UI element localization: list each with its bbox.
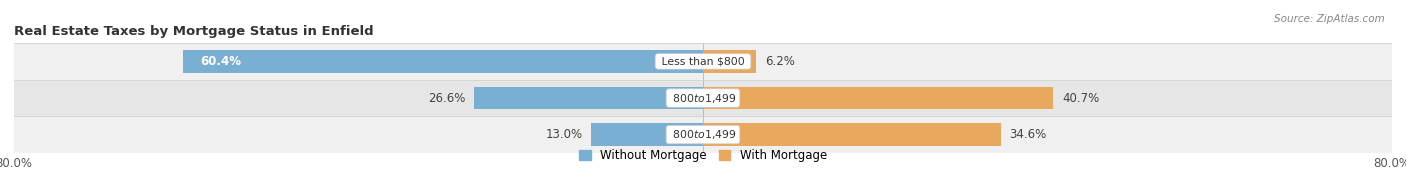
Legend: Without Mortgage, With Mortgage: Without Mortgage, With Mortgage: [574, 144, 832, 167]
Text: 26.6%: 26.6%: [427, 92, 465, 104]
Text: 40.7%: 40.7%: [1062, 92, 1099, 104]
Bar: [703, 50, 756, 73]
Bar: [703, 123, 1001, 146]
Bar: [474, 87, 703, 109]
Text: Real Estate Taxes by Mortgage Status in Enfield: Real Estate Taxes by Mortgage Status in …: [14, 25, 374, 38]
Bar: [14, 43, 1392, 80]
Bar: [14, 116, 1392, 153]
Text: 6.2%: 6.2%: [765, 55, 794, 68]
Bar: [703, 87, 1053, 109]
Text: 34.6%: 34.6%: [1010, 128, 1047, 141]
Text: $800 to $1,499: $800 to $1,499: [669, 92, 737, 104]
Bar: [14, 80, 1392, 116]
Text: Source: ZipAtlas.com: Source: ZipAtlas.com: [1274, 14, 1385, 24]
Bar: [183, 50, 703, 73]
Text: 60.4%: 60.4%: [200, 55, 240, 68]
Bar: [591, 123, 703, 146]
Text: 13.0%: 13.0%: [546, 128, 582, 141]
Text: Less than $800: Less than $800: [658, 56, 748, 66]
Text: $800 to $1,499: $800 to $1,499: [669, 128, 737, 141]
